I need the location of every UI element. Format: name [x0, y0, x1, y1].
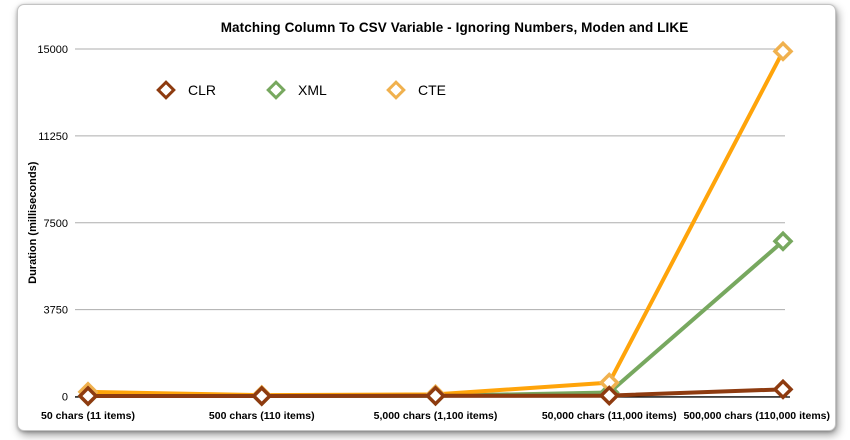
clr-data-point-marker	[598, 385, 620, 407]
legend-item-xml: XML	[266, 80, 327, 100]
xml-data-point-marker	[772, 230, 794, 252]
y-axis-title: Duration (milliseconds)	[27, 161, 39, 284]
y-tick-label: 3750	[44, 305, 68, 317]
chart-frame: Matching Column To CSV Variable - Ignori…	[17, 4, 836, 431]
x-category-label: 500 chars (110 items)	[209, 410, 315, 422]
y-tick-label: 7500	[44, 218, 68, 230]
legend-label-clr: CLR	[188, 82, 217, 98]
x-category-label: 50 chars (11 items)	[41, 410, 135, 422]
chart-title: Matching Column To CSV Variable - Ignori…	[220, 20, 689, 35]
legend-label-xml: XML	[298, 82, 327, 98]
y-tick-label: 11250	[38, 131, 68, 143]
x-category-label: 50,000 chars (11,000 items)	[542, 410, 677, 422]
clr-data-point-marker	[251, 385, 273, 407]
clr-data-point-marker	[425, 385, 446, 407]
cte-data-point-marker	[772, 40, 794, 62]
legend-item-clr: CLR	[156, 80, 217, 100]
x-category-label: 500,000 chars (110,000 items)	[683, 410, 830, 422]
clr-data-point-marker	[77, 385, 99, 407]
legend-item-cte: CTE	[386, 80, 446, 100]
plot-area: 0 3750 7500 11250 15000 Duration (millisecond…	[27, 40, 830, 422]
series-line-xml	[86, 239, 785, 399]
legend-label-cte: CTE	[418, 82, 446, 98]
y-tick-label: 15000	[37, 44, 68, 56]
x-category-label: 5,000 chars (1,100 items)	[374, 410, 498, 422]
y-tick-label: 0	[62, 392, 68, 404]
clr-data-point-marker	[772, 378, 794, 400]
